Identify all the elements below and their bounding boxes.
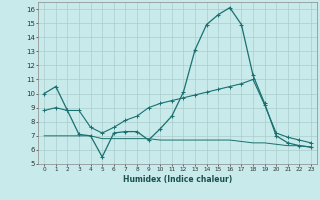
X-axis label: Humidex (Indice chaleur): Humidex (Indice chaleur) — [123, 175, 232, 184]
